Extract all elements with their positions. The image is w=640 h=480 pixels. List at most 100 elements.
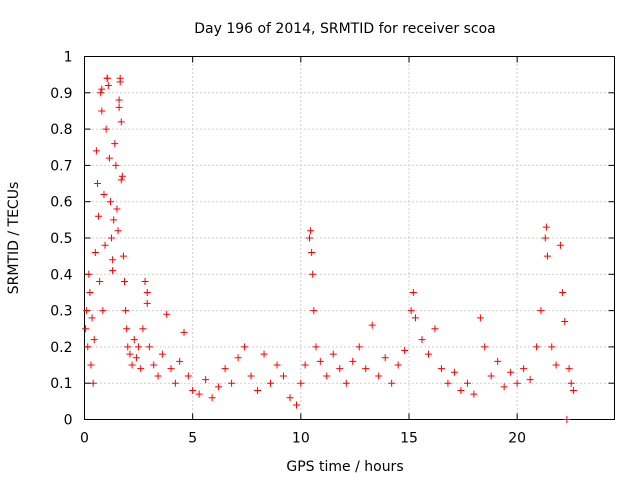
data-point bbox=[388, 379, 396, 387]
data-point bbox=[102, 125, 110, 133]
data-point bbox=[260, 350, 268, 358]
data-point bbox=[424, 350, 432, 358]
data-point bbox=[111, 140, 119, 148]
data-point bbox=[91, 249, 99, 257]
data-point bbox=[123, 325, 131, 333]
data-point bbox=[132, 354, 140, 362]
data-point bbox=[89, 379, 97, 387]
data-point bbox=[407, 307, 415, 315]
data-point bbox=[267, 379, 275, 387]
data-point bbox=[119, 252, 127, 260]
data-point bbox=[308, 249, 316, 257]
data-point bbox=[463, 379, 471, 387]
grid-lines bbox=[84, 56, 615, 420]
data-point bbox=[286, 394, 294, 402]
data-point bbox=[98, 85, 106, 93]
data-point bbox=[221, 365, 229, 373]
data-point bbox=[106, 198, 114, 206]
data-point bbox=[409, 288, 417, 296]
x-axis-ticks: 0 5 10 15 20 bbox=[80, 56, 526, 447]
y-tick-label: 0.9 bbox=[50, 86, 72, 102]
data-point bbox=[418, 336, 426, 344]
data-point bbox=[88, 314, 96, 322]
data-point bbox=[141, 278, 149, 286]
data-point bbox=[309, 270, 317, 278]
data-point bbox=[457, 386, 465, 394]
data-point bbox=[431, 325, 439, 333]
data-point bbox=[280, 372, 288, 380]
data-point bbox=[533, 343, 541, 351]
data-point bbox=[520, 365, 528, 373]
data-point bbox=[158, 350, 166, 358]
data-point bbox=[124, 343, 132, 351]
data-point bbox=[316, 357, 324, 365]
data-point bbox=[481, 343, 489, 351]
data-point bbox=[189, 386, 197, 394]
data-point bbox=[336, 365, 344, 373]
data-point bbox=[301, 361, 309, 369]
data-point bbox=[494, 357, 502, 365]
data-point bbox=[310, 307, 318, 315]
data-point bbox=[195, 390, 203, 398]
data-point bbox=[180, 328, 188, 336]
data-point bbox=[567, 379, 575, 387]
data-point bbox=[109, 256, 117, 264]
y-tick-label: 0.1 bbox=[50, 376, 72, 392]
data-point bbox=[476, 314, 484, 322]
data-point bbox=[97, 89, 105, 97]
data-point bbox=[116, 74, 124, 82]
y-axis-label: SRMTID / TECUs bbox=[6, 182, 22, 295]
data-point bbox=[381, 354, 389, 362]
data-point bbox=[401, 347, 409, 355]
data-point bbox=[117, 118, 125, 126]
data-point bbox=[542, 223, 550, 231]
data-point bbox=[121, 278, 129, 286]
data-point bbox=[513, 379, 521, 387]
data-point bbox=[329, 350, 337, 358]
y-tick-label: 0.5 bbox=[50, 231, 72, 247]
data-point bbox=[137, 365, 145, 373]
data-point bbox=[208, 394, 216, 402]
data-point bbox=[115, 96, 123, 104]
data-point bbox=[128, 361, 136, 369]
data-point bbox=[103, 74, 111, 82]
data-point bbox=[500, 383, 508, 391]
y-tick-label: 0.4 bbox=[50, 267, 72, 283]
data-point bbox=[273, 361, 281, 369]
data-point bbox=[122, 307, 130, 315]
data-point bbox=[112, 161, 120, 169]
data-point bbox=[171, 379, 179, 387]
data-point bbox=[234, 354, 242, 362]
data-point bbox=[342, 379, 350, 387]
data-point bbox=[135, 343, 143, 351]
data-point bbox=[108, 234, 116, 242]
x-tick-label: 5 bbox=[188, 431, 197, 447]
data-point bbox=[543, 252, 551, 260]
y-tick-label: 0 bbox=[64, 413, 73, 429]
data-point bbox=[85, 270, 93, 278]
data-point bbox=[101, 241, 109, 249]
data-point bbox=[349, 357, 357, 365]
y-tick-label: 0.8 bbox=[50, 122, 72, 138]
data-point bbox=[118, 172, 126, 180]
y-axis-ticks: 0 0.1 0.2 0.3 0.4 0.5 0.6 0.7 0.8 0.9 1 bbox=[50, 50, 615, 429]
chart-title: Day 196 of 2014, SRMTID for receiver sco… bbox=[194, 21, 496, 37]
data-point bbox=[565, 365, 573, 373]
data-points bbox=[82, 74, 577, 423]
data-point bbox=[87, 361, 95, 369]
data-point bbox=[113, 205, 121, 213]
data-point bbox=[411, 314, 419, 322]
data-point bbox=[450, 368, 458, 376]
data-point bbox=[145, 343, 153, 351]
x-tick-label: 10 bbox=[292, 431, 310, 447]
data-point bbox=[247, 372, 255, 380]
y-tick-label: 0.7 bbox=[50, 158, 72, 174]
data-point bbox=[305, 234, 313, 242]
data-point bbox=[307, 227, 315, 235]
data-point bbox=[215, 383, 223, 391]
data-point bbox=[552, 361, 560, 369]
data-point bbox=[150, 361, 158, 369]
data-point bbox=[556, 241, 564, 249]
data-point bbox=[323, 372, 331, 380]
